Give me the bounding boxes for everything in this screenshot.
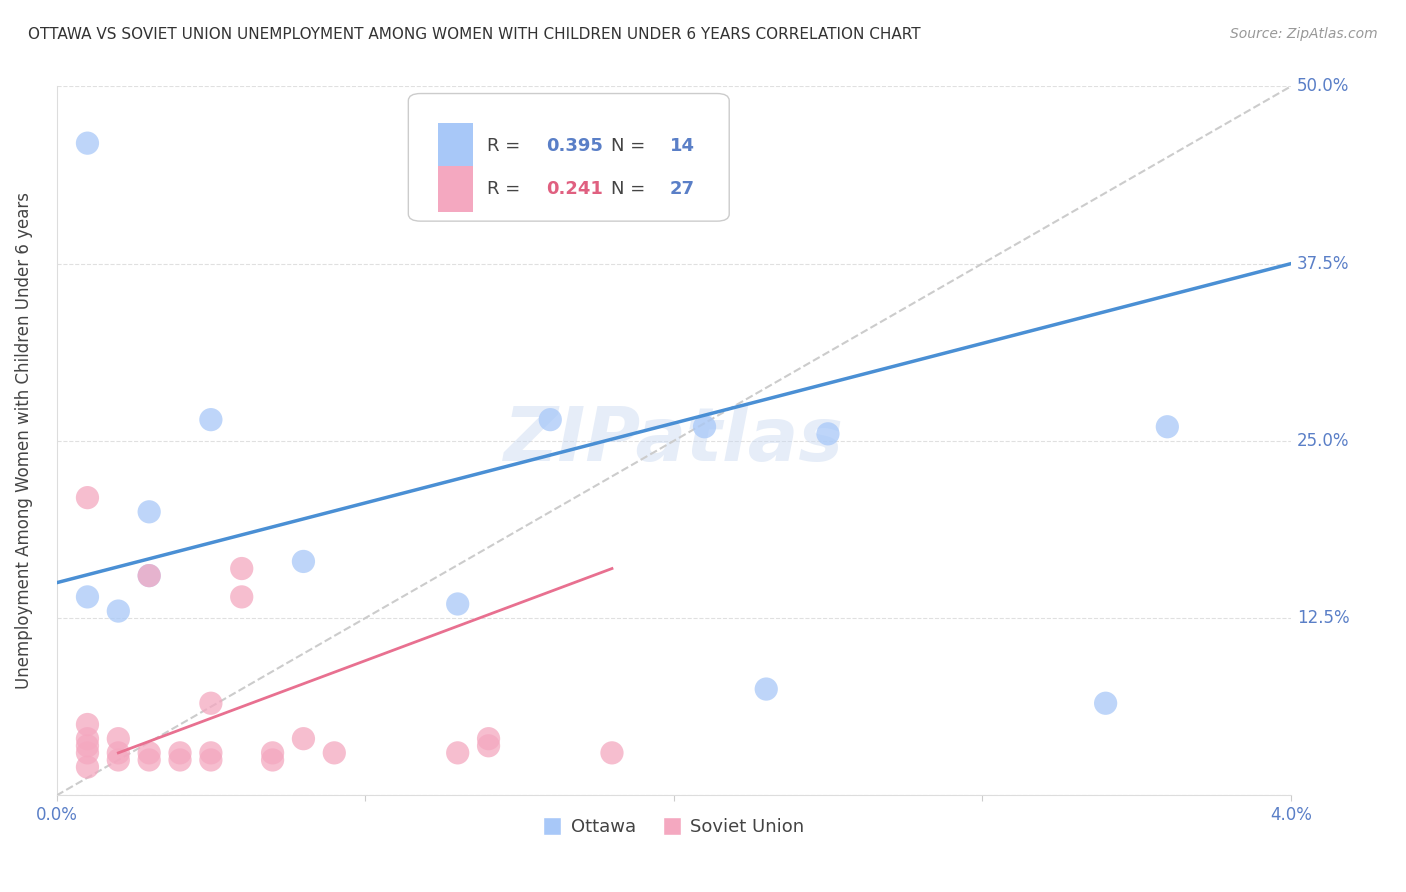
Point [169, 753, 191, 767]
Point [292, 731, 315, 746]
Point [138, 568, 160, 582]
Text: N =: N = [610, 180, 651, 198]
Point [138, 568, 160, 582]
Point [76, 731, 98, 746]
Point [107, 753, 129, 767]
Point [138, 746, 160, 760]
Text: 25.0%: 25.0% [1296, 432, 1350, 450]
Point [477, 739, 499, 753]
Point [107, 731, 129, 746]
Point [292, 554, 315, 568]
Point [538, 412, 561, 426]
Text: 27: 27 [671, 180, 695, 198]
FancyBboxPatch shape [408, 94, 730, 221]
Point [107, 746, 129, 760]
Point [1156, 419, 1178, 434]
Point [231, 590, 253, 604]
Point [817, 426, 839, 441]
Point [169, 746, 191, 760]
Point [138, 505, 160, 519]
Text: N =: N = [610, 137, 651, 155]
Point [200, 746, 222, 760]
Text: OTTAWA VS SOVIET UNION UNEMPLOYMENT AMONG WOMEN WITH CHILDREN UNDER 6 YEARS CORR: OTTAWA VS SOVIET UNION UNEMPLOYMENT AMON… [28, 27, 921, 42]
Text: ZIPatlas: ZIPatlas [503, 404, 844, 477]
Point [755, 681, 778, 696]
Point [138, 753, 160, 767]
Point [1094, 696, 1116, 710]
Point [76, 717, 98, 731]
Text: 14: 14 [671, 137, 695, 155]
Text: 0.241: 0.241 [547, 180, 603, 198]
Point [200, 412, 222, 426]
Point [76, 491, 98, 505]
Y-axis label: Unemployment Among Women with Children Under 6 years: Unemployment Among Women with Children U… [15, 193, 32, 690]
Point [76, 760, 98, 774]
Point [447, 746, 470, 760]
Text: 50.0%: 50.0% [1296, 78, 1350, 95]
Point [200, 753, 222, 767]
FancyBboxPatch shape [437, 166, 472, 212]
Point [200, 696, 222, 710]
Text: 12.5%: 12.5% [1296, 609, 1350, 627]
Point [231, 561, 253, 575]
Text: 37.5%: 37.5% [1296, 255, 1350, 273]
Legend: Ottawa, Soviet Union: Ottawa, Soviet Union [536, 811, 811, 843]
Point [76, 590, 98, 604]
Point [262, 746, 284, 760]
FancyBboxPatch shape [437, 123, 472, 169]
Point [107, 604, 129, 618]
Text: R =: R = [488, 137, 526, 155]
Text: 0.395: 0.395 [547, 137, 603, 155]
Text: R =: R = [488, 180, 526, 198]
Point [262, 753, 284, 767]
Point [447, 597, 470, 611]
Text: Source: ZipAtlas.com: Source: ZipAtlas.com [1230, 27, 1378, 41]
Point [76, 136, 98, 150]
Point [323, 746, 346, 760]
Point [76, 739, 98, 753]
Point [477, 731, 499, 746]
Point [76, 746, 98, 760]
Point [600, 746, 623, 760]
Point [693, 419, 716, 434]
